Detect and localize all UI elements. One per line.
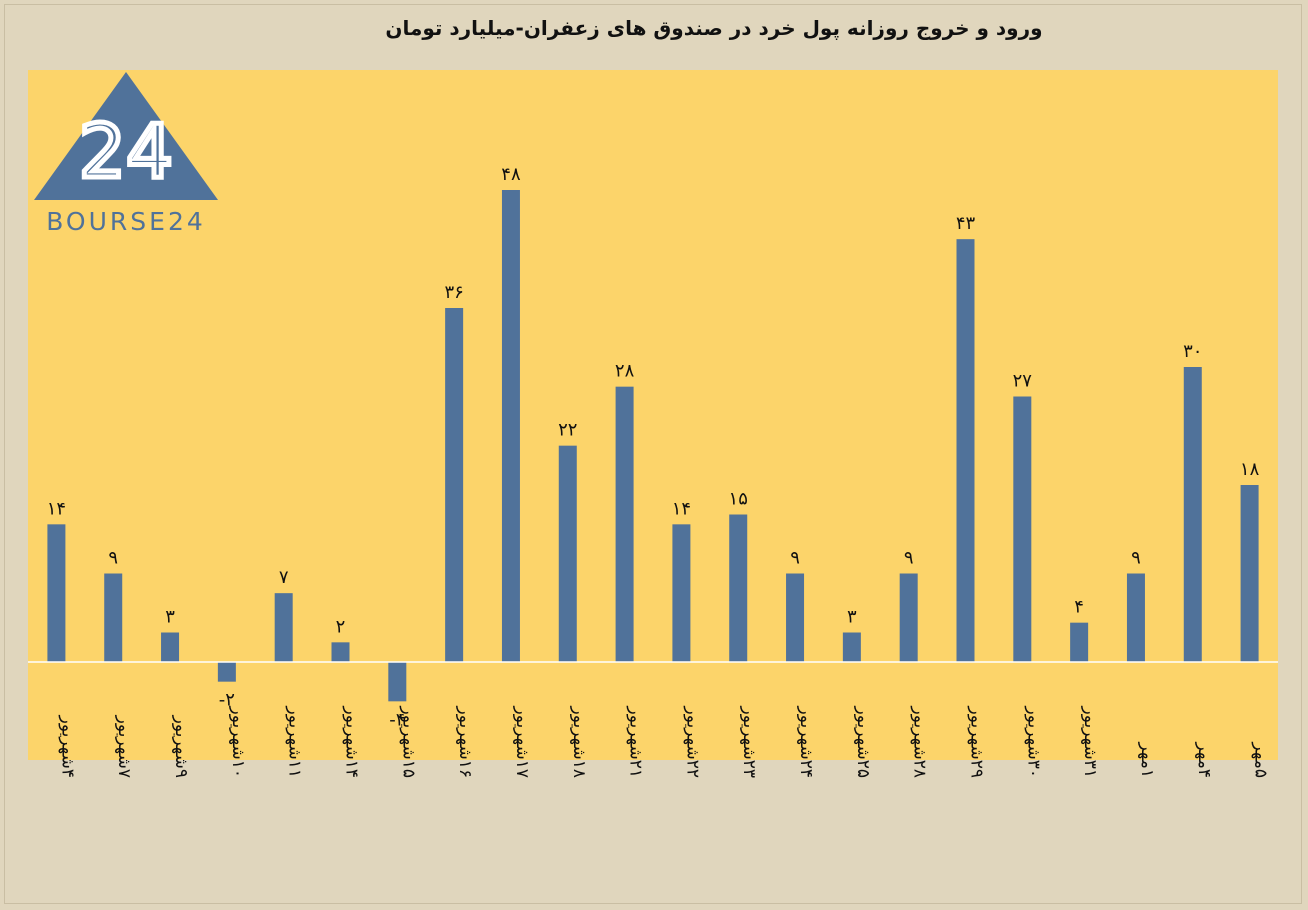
logo-wordmark: BOURSE24: [46, 207, 206, 236]
x-tick-label: ۱۷شهریور: [512, 706, 532, 778]
bar: [1183, 367, 1202, 662]
x-tick-label: ۱۰شهریور: [228, 706, 248, 778]
x-tick-label: ۲۱شهریور: [626, 706, 646, 778]
bar: [388, 662, 407, 702]
data-label: ۴۳: [956, 213, 976, 234]
bar: [956, 239, 975, 662]
bar: [47, 524, 66, 662]
bar: [1070, 622, 1089, 662]
x-tick-label: ۱۵شهریور: [398, 706, 418, 778]
data-label: ۱۸: [1240, 459, 1260, 480]
bar: [1240, 485, 1259, 662]
x-tick-label: ۵مهر: [1251, 742, 1271, 778]
x-tick-label: ۳۰شهریور: [1023, 706, 1043, 778]
logo-triangle: [34, 72, 218, 200]
x-tick-label: ۲۵شهریور: [853, 706, 873, 778]
bar: [445, 308, 464, 662]
x-tick-label: ۱۴شهریور: [342, 706, 362, 778]
bourse24-logo: 24 BOURSE24: [34, 72, 218, 236]
x-tick-label: ۲۴شهریور: [796, 706, 816, 778]
data-label: ۷: [279, 567, 289, 588]
x-tick-label: ۹شهریور: [171, 715, 191, 778]
bar: [899, 573, 918, 662]
x-tick-label: ۲۲شهریور: [682, 706, 702, 778]
data-label: ۲: [336, 616, 346, 637]
data-label: ۹: [1131, 548, 1141, 569]
x-tick-label: ۱۱شهریور: [285, 706, 305, 778]
data-label: ۲۲: [558, 420, 577, 441]
logo-mark: 24: [79, 109, 173, 195]
bar: [558, 445, 577, 662]
x-tick-label: ۲۹شهریور: [967, 706, 987, 778]
data-label: ۲۷: [1013, 371, 1033, 392]
bar: [331, 642, 350, 662]
x-tick-label: ۲۳شهریور: [739, 706, 759, 778]
data-label: ۳۶: [444, 282, 463, 303]
data-label: -۴: [389, 709, 405, 730]
bar: [161, 632, 180, 662]
data-label: ۹: [108, 548, 118, 569]
bar: [786, 573, 805, 662]
x-tick-label: ۴مهر: [1194, 742, 1214, 778]
data-label: ۳: [847, 607, 857, 628]
data-label: -۲: [219, 690, 235, 711]
bar: [1126, 573, 1145, 662]
x-tick-label: ۴شهریور: [57, 715, 77, 778]
bar: [217, 662, 236, 682]
bar: [729, 514, 748, 662]
bar: [104, 573, 123, 662]
x-tick-label: ۳۱شهریور: [1080, 706, 1100, 778]
bar: [842, 632, 861, 662]
data-label: ۴: [1074, 597, 1084, 618]
data-label: ۲۸: [615, 361, 635, 382]
data-label: ۱۴: [672, 498, 691, 519]
data-label: ۱۵: [729, 489, 748, 510]
plot-area: [28, 70, 1278, 760]
x-tick-label: ۱مهر: [1137, 742, 1157, 778]
x-tick-label: ۱۶شهریور: [455, 706, 475, 778]
chart-frame: [4, 4, 1302, 904]
data-label: ۴۸: [501, 164, 521, 185]
bar: [501, 190, 520, 662]
data-label: ۹: [904, 548, 914, 569]
bar: [615, 386, 634, 662]
bar: [1013, 396, 1032, 662]
chart-title: ورود و خروج روزانه پول خرد در صندوق های …: [385, 16, 1043, 40]
bar: [274, 593, 293, 662]
x-tick-label: ۷شهریور: [114, 715, 134, 778]
data-label: ۳۰: [1183, 341, 1202, 362]
data-label: ۱۴: [47, 498, 66, 519]
x-tick-label: ۲۸شهریور: [910, 706, 930, 778]
x-tick-label: ۱۸شهریور: [569, 706, 589, 778]
bar: [672, 524, 691, 662]
data-label: ۹: [790, 548, 800, 569]
data-label: ۳: [165, 607, 175, 628]
